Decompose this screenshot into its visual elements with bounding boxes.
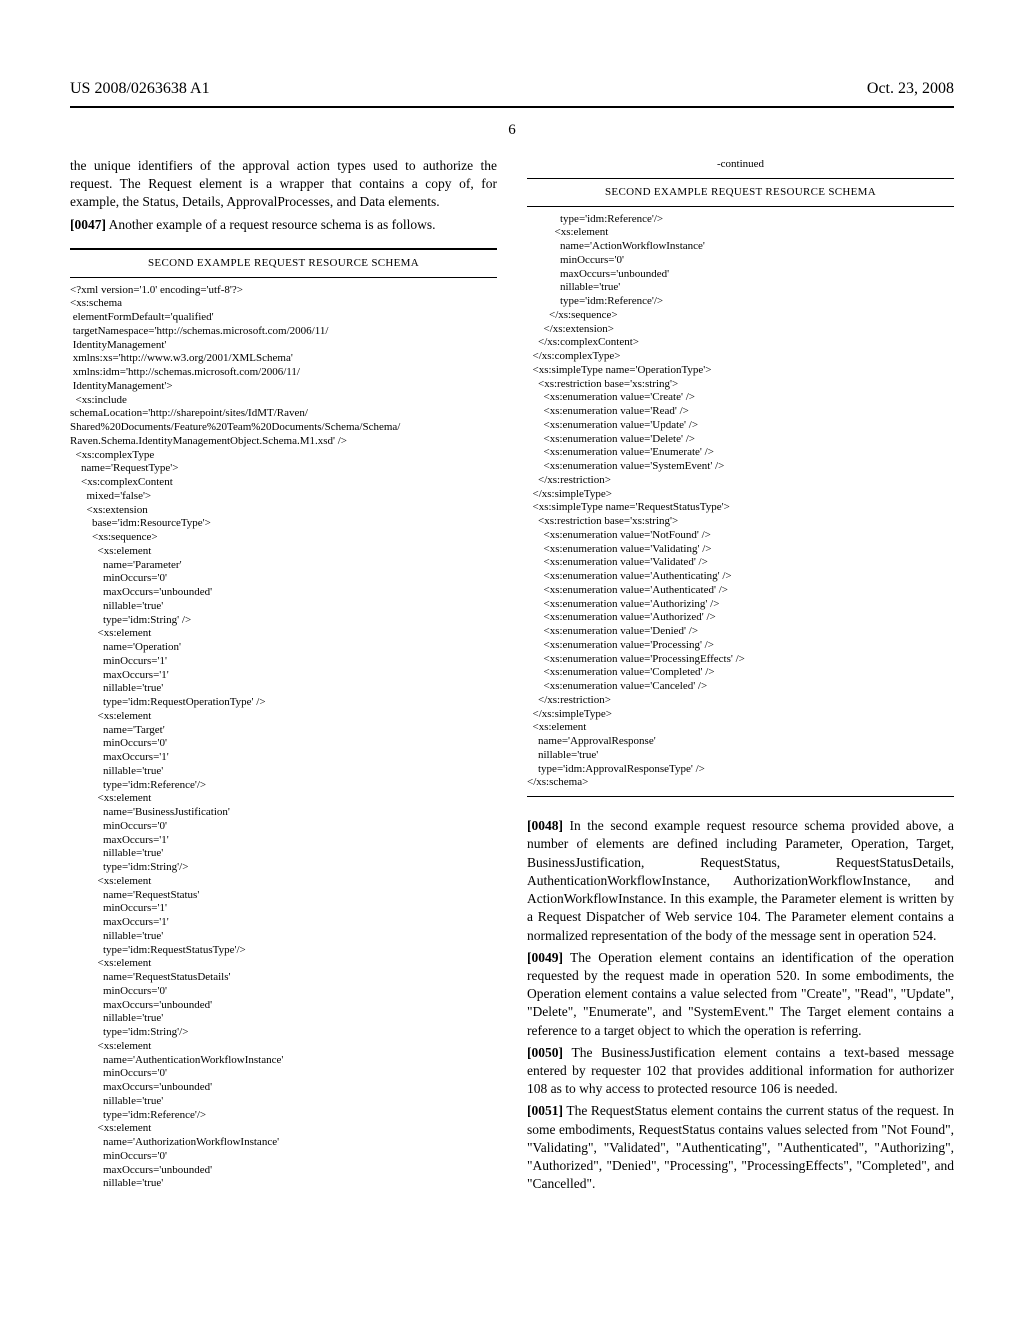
para-0048-text: In the second example request resource s… [527,818,954,942]
page-header: US 2008/0263638 A1 Oct. 23, 2008 [0,0,1024,106]
para-num-0047: [0047] [70,217,106,232]
intro-paragraph: the unique identifiers of the approval a… [70,157,497,212]
para-0047: [0047] Another example of a request reso… [70,216,497,234]
para-0051: [0051] The RequestStatus element contain… [527,1102,954,1193]
schema-code-left: <?xml version='1.0' encoding='utf-8'?> <… [70,284,497,1192]
continued-label: -continued [527,157,954,172]
publication-date: Oct. 23, 2008 [867,80,954,98]
para-0048: [0048] In the second example request res… [527,817,954,945]
para-0050: [0050] The BusinessJustification element… [527,1044,954,1099]
page-number: 6 [0,122,1024,139]
para-0047-text: Another example of a request resource sc… [106,217,436,232]
para-0051-text: The RequestStatus element contains the c… [527,1103,954,1191]
schema-rule-under-title [70,277,497,278]
para-num-0048: [0048] [527,818,563,833]
para-num-0049: [0049] [527,950,563,965]
two-column-layout: the unique identifiers of the approval a… [0,157,1024,1198]
schema-title-left: SECOND EXAMPLE REQUEST RESOURCE SCHEMA [70,256,497,271]
para-num-0051: [0051] [527,1103,563,1118]
para-0050-text: The BusinessJustification element contai… [527,1045,954,1096]
para-0049-text: The Operation element contains an identi… [527,950,954,1038]
para-num-0050: [0050] [527,1045,563,1060]
right-column: -continued SECOND EXAMPLE REQUEST RESOUR… [527,157,954,1198]
left-column: the unique identifiers of the approval a… [70,157,497,1198]
schema-rule-bottom-right [527,796,954,797]
header-rule [70,106,954,108]
schema-rule-under-title-right [527,206,954,207]
para-0049: [0049] The Operation element contains an… [527,949,954,1040]
schema-title-right: SECOND EXAMPLE REQUEST RESOURCE SCHEMA [527,185,954,200]
publication-number: US 2008/0263638 A1 [70,80,210,98]
schema-code-right: type='idm:Reference'/> <xs:element name=… [527,213,954,791]
schema-rule-top [70,248,497,250]
schema-rule-top-right [527,178,954,179]
